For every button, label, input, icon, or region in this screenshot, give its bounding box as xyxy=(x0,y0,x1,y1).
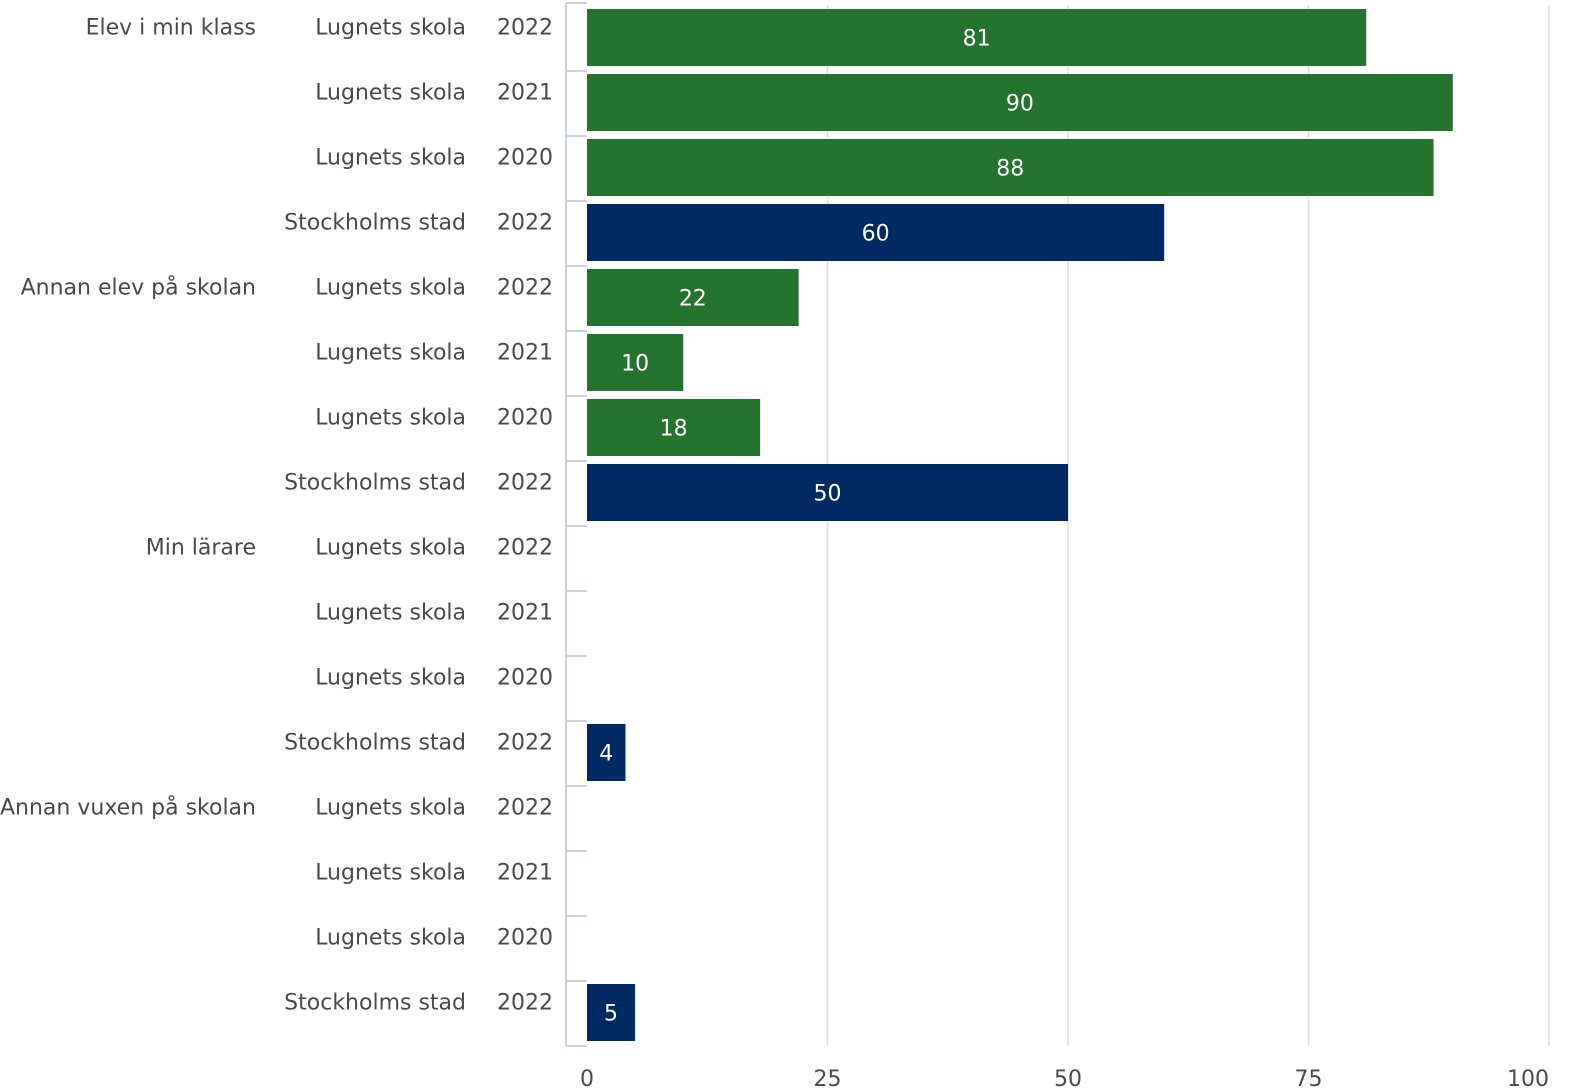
entity-label: Lugnets skola xyxy=(315,861,466,886)
bar xyxy=(587,984,636,1041)
group-label: Elev i min klass xyxy=(86,16,256,41)
bar xyxy=(587,74,1453,131)
bar xyxy=(587,334,684,391)
year-label: 2022 xyxy=(497,211,553,236)
data-label: 22 xyxy=(679,287,707,312)
x-tick-label: 0 xyxy=(580,1067,594,1091)
entity-label: Lugnets skola xyxy=(315,536,466,561)
axis-layer: 0 25 50 75 100 xyxy=(565,2,1549,1091)
data-label: 5 xyxy=(604,1002,618,1027)
data-label: 4 xyxy=(599,742,613,767)
entity-label: Lugnets skola xyxy=(315,406,466,431)
x-tick-label: 100 xyxy=(1507,1067,1549,1091)
year-label: 2022 xyxy=(497,536,553,561)
data-label: 88 xyxy=(996,157,1024,182)
bar xyxy=(587,724,626,781)
year-label: 2022 xyxy=(497,991,553,1016)
data-label: 10 xyxy=(621,352,649,377)
entity-label: Lugnets skola xyxy=(315,146,466,171)
bar xyxy=(587,9,1367,66)
entity-label: Stockholms stad xyxy=(284,991,466,1016)
year-label: 2022 xyxy=(497,471,553,496)
entity-label: Lugnets skola xyxy=(315,341,466,366)
entity-label: Lugnets skola xyxy=(315,666,466,691)
year-label: 2022 xyxy=(497,276,553,301)
data-label: 18 xyxy=(660,417,688,442)
entity-label: Lugnets skola xyxy=(315,276,466,301)
x-tick-label: 75 xyxy=(1295,1067,1323,1091)
data-label: 50 xyxy=(814,482,842,507)
bar xyxy=(587,139,1434,196)
data-label: 81 xyxy=(963,27,991,52)
year-label: 2020 xyxy=(497,926,553,951)
entity-label: Stockholms stad xyxy=(284,731,466,756)
entity-label: Stockholms stad xyxy=(284,211,466,236)
label-layer: Elev i min klass Lugnets skola 2022 Lugnets… xyxy=(0,16,553,1016)
bar xyxy=(587,464,1068,521)
bar xyxy=(587,269,799,326)
bar xyxy=(587,204,1165,261)
entity-label: Lugnets skola xyxy=(315,81,466,106)
entity-label: Lugnets skola xyxy=(315,601,466,626)
year-label: 2021 xyxy=(497,341,553,366)
entity-label: Lugnets skola xyxy=(315,926,466,951)
group-label: Annan vuxen på skolan xyxy=(0,795,256,821)
entity-label: Lugnets skola xyxy=(315,16,466,41)
group-label: Min lärare xyxy=(146,536,256,561)
year-label: 2022 xyxy=(497,16,553,41)
year-label: 2021 xyxy=(497,601,553,626)
x-tick-label: 50 xyxy=(1054,1067,1082,1091)
data-label: 60 xyxy=(862,222,890,247)
bar xyxy=(587,399,761,456)
year-label: 2020 xyxy=(497,666,553,691)
year-label: 2021 xyxy=(497,861,553,886)
year-label: 2020 xyxy=(497,146,553,171)
year-label: 2021 xyxy=(497,81,553,106)
year-label: 2020 xyxy=(497,406,553,431)
x-tick-label: 25 xyxy=(814,1067,842,1091)
group-label: Annan elev på skolan xyxy=(21,275,256,301)
bar-layer: 81 90 88 60 22 10 18 50 4 5 xyxy=(587,9,1453,1041)
year-label: 2022 xyxy=(497,796,553,821)
entity-label: Lugnets skola xyxy=(315,796,466,821)
entity-label: Stockholms stad xyxy=(284,471,466,496)
year-label: 2022 xyxy=(497,731,553,756)
data-label: 90 xyxy=(1006,92,1034,117)
